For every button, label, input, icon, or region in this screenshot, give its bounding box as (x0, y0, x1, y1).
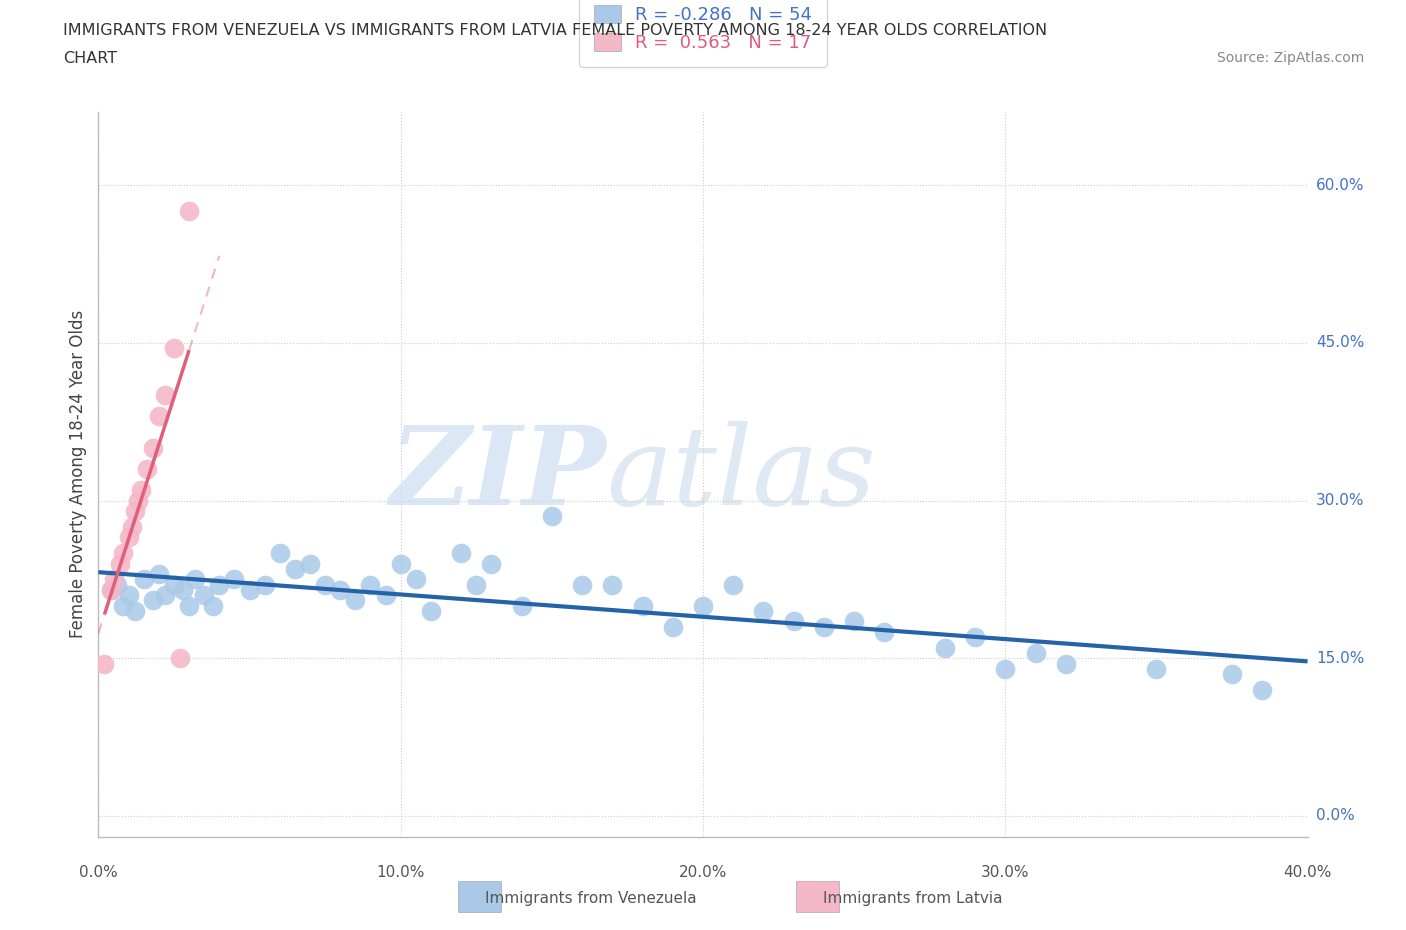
Point (142, 441, 165, 456)
Point (405, 572, 427, 587)
Point (661, 619, 683, 634)
Point (994, 661, 1017, 676)
Point (934, 641, 956, 656)
Point (129, 483, 152, 498)
Text: 40.0%: 40.0% (1284, 865, 1331, 880)
Point (269, 546, 291, 561)
Point (723, 578, 745, 592)
Point (813, 619, 835, 634)
Text: CHART: CHART (63, 51, 117, 66)
Point (163, 340, 186, 355)
Point (93, 656, 115, 671)
Point (481, 556, 503, 571)
Point (103, 572, 125, 587)
Point (873, 625, 896, 640)
Text: Source: ZipAtlas.com: Source: ZipAtlas.com (1216, 51, 1364, 65)
Text: IMMIGRANTS FROM VENEZUELA VS IMMIGRANTS FROM LATVIA FEMALE POVERTY AMONG 18-24 Y: IMMIGRANTS FROM VENEZUELA VS IMMIGRANTS … (63, 23, 1047, 38)
Point (1251, 683, 1274, 698)
Point (389, 556, 412, 571)
Point (783, 614, 806, 629)
Text: 45.0%: 45.0% (1316, 336, 1364, 351)
Text: 15.0%: 15.0% (1316, 651, 1364, 666)
Point (100, 582, 122, 597)
Point (1220, 667, 1243, 682)
Point (344, 593, 367, 608)
Point (100, 582, 122, 597)
Point (1024, 645, 1046, 660)
Text: 0.0%: 0.0% (1316, 808, 1354, 823)
Text: 30.0%: 30.0% (1316, 493, 1364, 508)
Point (239, 582, 262, 597)
Point (752, 604, 775, 618)
Point (202, 598, 225, 613)
Point (121, 520, 143, 535)
Point (148, 409, 170, 424)
Point (153, 588, 176, 603)
Point (124, 504, 146, 519)
Point (208, 578, 231, 592)
Point (105, 578, 128, 592)
Text: Immigrants from Venezuela: Immigrants from Venezuela (485, 891, 697, 906)
Point (299, 556, 322, 571)
Point (1054, 656, 1077, 671)
Point (360, 578, 382, 592)
Point (132, 572, 155, 587)
Point (153, 388, 176, 403)
Point (127, 493, 149, 508)
Legend: R = -0.286   N = 54, R =  0.563   N = 17: R = -0.286 N = 54, R = 0.563 N = 17 (579, 0, 827, 67)
Point (111, 598, 134, 613)
Point (193, 588, 215, 603)
Y-axis label: Female Poverty Among 18-24 Year Olds: Female Poverty Among 18-24 Year Olds (69, 311, 87, 638)
Point (571, 578, 593, 592)
Text: 30.0%: 30.0% (981, 865, 1029, 880)
Text: 0.0%: 0.0% (79, 865, 118, 880)
Point (163, 578, 186, 592)
Point (540, 509, 562, 524)
Point (692, 598, 714, 613)
Point (124, 604, 146, 618)
Text: 10.0%: 10.0% (377, 865, 425, 880)
Point (314, 578, 336, 592)
Point (118, 588, 141, 603)
Point (631, 598, 654, 613)
Point (374, 588, 396, 603)
Point (450, 546, 472, 561)
Point (965, 630, 987, 644)
Point (135, 461, 157, 476)
Point (510, 598, 533, 613)
Point (184, 572, 207, 587)
Text: ZIP: ZIP (389, 420, 606, 528)
Point (329, 582, 352, 597)
Point (179, 598, 201, 613)
Point (142, 593, 165, 608)
Point (420, 604, 443, 618)
Point (224, 572, 246, 587)
Point (465, 578, 488, 592)
Point (602, 578, 624, 592)
Text: atlas: atlas (606, 420, 876, 528)
Point (253, 578, 276, 592)
Point (284, 562, 307, 577)
Point (844, 614, 866, 629)
Point (118, 530, 141, 545)
Point (108, 556, 131, 571)
Point (111, 546, 134, 561)
Point (1146, 661, 1168, 676)
Point (179, 204, 201, 219)
Point (169, 651, 191, 666)
Point (172, 582, 194, 597)
Point (148, 566, 170, 581)
Text: 20.0%: 20.0% (679, 865, 727, 880)
Text: 60.0%: 60.0% (1316, 178, 1364, 193)
Text: Immigrants from Latvia: Immigrants from Latvia (823, 891, 1002, 906)
